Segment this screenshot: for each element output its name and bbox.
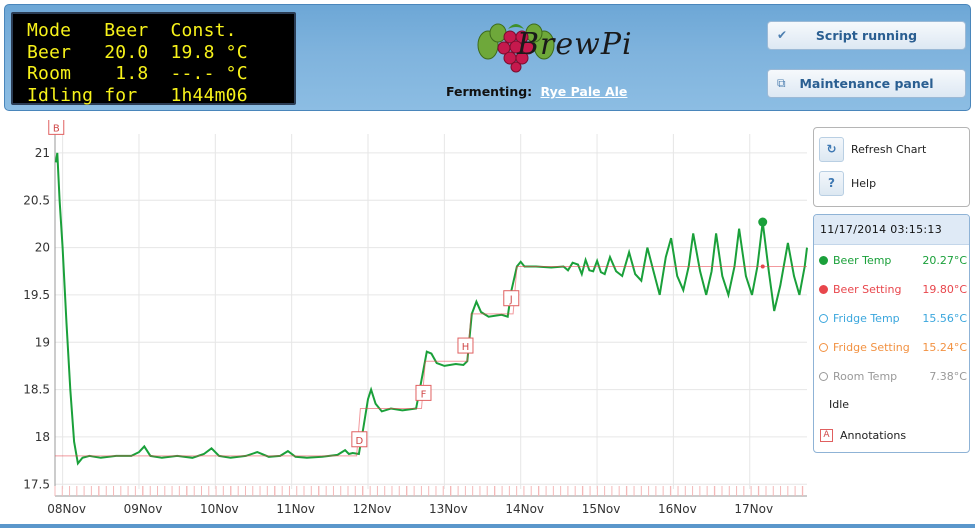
x-tick-label: 14Nov (505, 502, 544, 516)
annotation-box (48, 120, 65, 135)
lcd-line-4: Idling for 1h44m06 (27, 84, 248, 106)
y-tick-label: 21 (35, 146, 50, 160)
lcd-line-1: Mode Beer Const. (27, 20, 237, 41)
legend-timestamp: 11/17/2014 03:15:13 (814, 215, 969, 245)
window-icon: ⧉ (777, 76, 786, 90)
bottom-border (0, 524, 975, 528)
state-label: Idle (829, 397, 850, 411)
y-tick-label: 19.5 (23, 288, 50, 302)
x-tick-label: 08Nov (47, 502, 86, 516)
help-label: Help (851, 176, 877, 190)
maintenance-panel-label: Maintenance panel (799, 76, 934, 91)
refresh-chart-label: Refresh Chart (851, 142, 927, 156)
x-tick-label: 11Nov (276, 502, 315, 516)
series-dot-icon (819, 255, 828, 265)
x-tick-label: 17Nov (734, 502, 773, 516)
legend-row-fridge-temp[interactable]: Fridge Temp 15.56°C (819, 310, 967, 326)
series-dot-icon (819, 342, 828, 352)
annotation-label: D (356, 436, 364, 447)
checkmark-icon: ✔ (777, 28, 788, 42)
annotation-box (503, 290, 520, 307)
x-tick-label: 13Nov (429, 502, 468, 516)
raspberry-logo-icon (477, 23, 555, 73)
legend-series-name: Beer Setting (833, 282, 902, 296)
legend-row-beer-temp[interactable]: Beer Temp 20.27°C (819, 252, 967, 268)
series-dot-icon (819, 284, 828, 294)
x-tick-label: 09Nov (124, 502, 163, 516)
x-tick-label: 10Nov (200, 502, 239, 516)
series-line-beer-temp (54, 152, 808, 466)
annotation-box (351, 431, 368, 448)
chart-canvas[interactable]: 17.5 18 18.5 19 19.5 20 20.5 21 08Nov 09Nov 10Nov 1… (0, 120, 812, 524)
beer-name-link[interactable]: Rye Pale Ale (540, 84, 628, 99)
script-running-button[interactable]: ✔ Script running (767, 21, 966, 50)
annotation-marker-icon: A (820, 428, 833, 442)
script-running-label: Script running (815, 28, 918, 43)
legend-series-name: Fridge Setting (833, 340, 910, 354)
legend-series-value: 15.56°C (922, 311, 967, 325)
y-tick-label: 20 (35, 241, 50, 255)
annotations-toggle[interactable]: A Annotations (820, 427, 968, 443)
y-tick-label: 17.5 (23, 477, 50, 491)
legend-series-value: 15.24°C (922, 340, 967, 354)
refresh-chart-button[interactable]: ↻ Refresh Chart (819, 136, 926, 162)
y-tick-label: 18 (35, 430, 50, 444)
legend-series-value: 7.38°C (929, 369, 967, 383)
legend-state: Idle (829, 396, 969, 412)
legend-series-name: Beer Temp (833, 253, 892, 267)
setting-marker (760, 264, 765, 269)
lcd-line-2: Beer 20.0 19.8 °C (27, 41, 248, 63)
temperature-chart[interactable]: 17.5 18 18.5 19 19.5 20 20.5 21 08Nov 09Nov 10Nov 1… (0, 120, 812, 524)
annotations-label: Annotations (840, 428, 907, 442)
maintenance-panel-button[interactable]: ⧉ Maintenance panel (767, 69, 966, 98)
annotation-box (415, 384, 432, 401)
brand-name: BrewPi (517, 27, 633, 62)
legend-series-name: Room Temp (833, 369, 898, 383)
chart-legend: 11/17/2014 03:15:13 Beer Temp 20.27°C Beer… (813, 214, 970, 453)
series-dot-icon (819, 313, 828, 323)
hover-marker (758, 217, 768, 227)
legend-series-value: 20.27°C (922, 253, 967, 267)
help-icon: ? (819, 170, 844, 196)
help-button[interactable]: ? Help (819, 170, 876, 196)
lcd-display: Mode Beer Const. Beer 20.0 19.8 °C Room … (11, 12, 296, 106)
annotation-label: F (421, 389, 427, 400)
y-tick-label: 19 (35, 335, 50, 349)
annotation-box (457, 337, 474, 354)
chart-controls: ↻ Refresh Chart ? Help (813, 127, 970, 207)
fermenting-label: Fermenting: (446, 84, 533, 99)
legend-row-room-temp[interactable]: Room Temp 7.38°C (819, 368, 967, 384)
y-tick-label: 18.5 (23, 383, 50, 397)
series-dot-icon (819, 371, 828, 381)
legend-row-beer-setting[interactable]: Beer Setting 19.80°C (819, 281, 967, 297)
annotation-label: B (53, 123, 60, 134)
x-tick-label: 12Nov (353, 502, 392, 516)
header-bar: Mode Beer Const. Beer 20.0 19.8 °C Room … (4, 4, 971, 111)
x-tick-label: 16Nov (658, 502, 697, 516)
annotation-label: H (462, 342, 470, 353)
refresh-icon: ↻ (819, 136, 844, 162)
legend-series-name: Fridge Temp (833, 311, 900, 325)
annotation-label: J (509, 295, 513, 306)
fermenting-info: Fermenting: Rye Pale Ale (446, 84, 627, 99)
lcd-line-3: Room 1.8 --.- °C (27, 63, 248, 84)
legend-row-fridge-setting[interactable]: Fridge Setting 15.24°C (819, 339, 967, 355)
legend-series-value: 19.80°C (922, 282, 967, 296)
y-tick-label: 20.5 (23, 193, 50, 207)
x-tick-label: 15Nov (582, 502, 621, 516)
